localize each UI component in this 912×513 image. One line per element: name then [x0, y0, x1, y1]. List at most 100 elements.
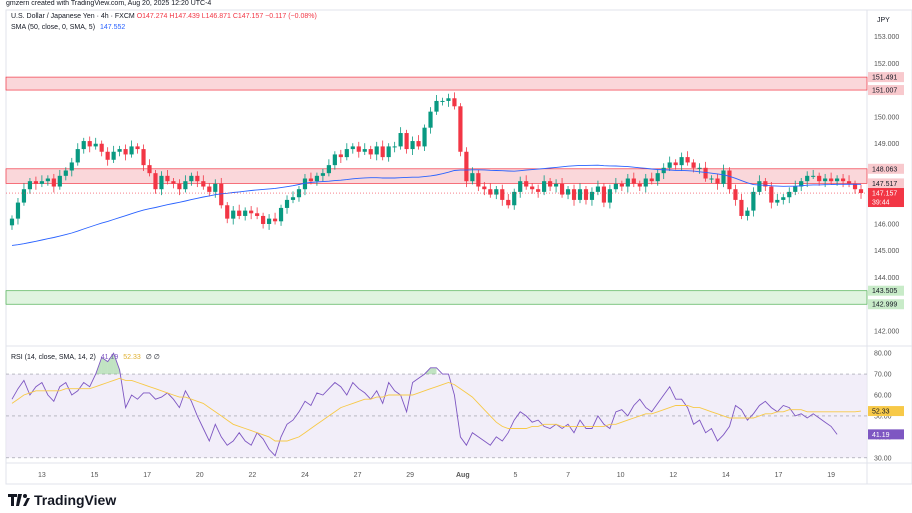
- candle-body: [249, 210, 254, 214]
- candle-body: [440, 100, 445, 102]
- candle-body: [51, 178, 56, 187]
- candle-body: [33, 181, 38, 184]
- candle-body: [733, 189, 738, 200]
- candle-body: [189, 175, 194, 182]
- candle-body: [739, 199, 744, 216]
- rsi-value: 41.19: [100, 354, 119, 361]
- rsi-overbought-fill: [430, 367, 437, 375]
- candle-body: [745, 210, 750, 216]
- candle-body: [781, 197, 786, 200]
- candle-body: [231, 210, 236, 219]
- candle-body: [858, 189, 864, 194]
- candle-body: [422, 127, 427, 147]
- candle-body: [141, 149, 146, 166]
- candle-body: [595, 186, 601, 192]
- candle-body: [476, 173, 481, 187]
- candle-body: [225, 205, 230, 219]
- candle-body: [135, 146, 140, 150]
- candle-body: [21, 189, 27, 203]
- currency-label: JPY: [877, 17, 890, 24]
- candle-body: [159, 175, 164, 190]
- candle-body: [362, 149, 367, 152]
- candle-body: [386, 146, 391, 158]
- candle-body: [237, 210, 242, 216]
- candle-body: [39, 181, 44, 184]
- candle-body: [721, 170, 726, 184]
- chart-frame: [5, 9, 912, 485]
- candle-body: [679, 157, 684, 166]
- candle-body: [769, 186, 774, 203]
- zone-support: [5, 290, 868, 305]
- candle-body: [69, 162, 74, 171]
- time-tick-label: 14: [722, 472, 730, 479]
- candle-body: [434, 100, 439, 112]
- price-label-bg: [868, 188, 904, 199]
- time-tick-label: 24: [301, 472, 309, 479]
- candle-body: [177, 183, 182, 190]
- candle-body: [350, 146, 355, 150]
- price-tick-label: 149.000: [874, 141, 899, 148]
- candle-body: [213, 183, 218, 192]
- price-tick-label: 150.000: [874, 114, 899, 121]
- candle-body: [787, 191, 792, 198]
- candle-body: [452, 98, 457, 107]
- symbol-label: U.S. Dollar / Japanese Yen · 4h · FXCM: [11, 13, 135, 20]
- price-label: 143.505: [872, 288, 897, 295]
- candle-body: [500, 189, 505, 200]
- rsi-legend: RSI (14, close, SMA, 14, 2) 41.19 52.33 …: [11, 353, 160, 361]
- candle-body: [326, 165, 331, 174]
- candle-body: [799, 181, 804, 187]
- time-tick-label: 17: [775, 472, 783, 479]
- candle-body: [811, 175, 816, 177]
- candle-body: [805, 175, 810, 182]
- candle-body: [583, 189, 589, 200]
- price-label-bg: [868, 285, 904, 296]
- candle-body: [846, 181, 852, 184]
- candle-body: [571, 189, 577, 200]
- candle-body: [290, 197, 296, 200]
- candle-body: [9, 218, 15, 226]
- candle-body: [99, 143, 104, 152]
- price-label-bg: [868, 85, 904, 96]
- candle-body: [261, 215, 266, 224]
- time-tick-label: 27: [354, 472, 362, 479]
- sma-label: SMA (50, close, 0, SMA, 5): [11, 24, 96, 31]
- candle-body: [219, 183, 224, 206]
- price-tick-label: 153.000: [874, 34, 899, 41]
- candle-body: [320, 173, 325, 176]
- candle-body: [823, 178, 828, 182]
- candle-body: [183, 181, 188, 190]
- candle-body: [195, 175, 200, 182]
- candle-body: [536, 189, 541, 192]
- rsi-label: RSI (14, close, SMA, 14, 2): [11, 354, 96, 361]
- price-label-bg: [868, 299, 904, 310]
- rsi-tick-label: 50.00: [874, 413, 892, 420]
- candle-body: [709, 178, 714, 180]
- brand-name: TradingView: [34, 492, 117, 508]
- candle-body: [577, 189, 583, 200]
- legend-close: C147.157: [232, 13, 264, 20]
- candle-body: [589, 191, 595, 200]
- price-label: 142.999: [872, 302, 897, 309]
- rsi-line: [11, 352, 838, 457]
- rsi-overbought-fill: [101, 357, 108, 375]
- tradingview-logo-icon: [8, 494, 30, 506]
- candle-body: [763, 181, 768, 187]
- time-tick-label: 7: [566, 472, 570, 479]
- time-tick-label: 17: [143, 472, 151, 479]
- legend-high: H147.439: [169, 13, 200, 20]
- candle-body: [338, 154, 343, 158]
- candle-body: [404, 133, 409, 150]
- time-tick-label: 13: [38, 472, 46, 479]
- price-label: 151.491: [872, 75, 897, 82]
- time-tick-label: 12: [669, 472, 677, 479]
- rsi-tick-label: 80.00: [874, 351, 892, 358]
- sma-legend: SMA (50, close, 0, SMA, 5) 147.552: [11, 24, 125, 31]
- price-label-bg: [868, 197, 904, 208]
- price-label-bg: [868, 163, 904, 174]
- price-tick-label: 142.000: [874, 328, 899, 335]
- rsi-label-bg: [868, 429, 904, 440]
- time-tick-label: 10: [617, 472, 625, 479]
